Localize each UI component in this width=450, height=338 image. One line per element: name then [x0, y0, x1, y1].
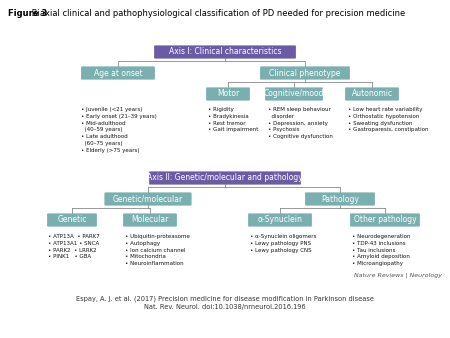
Text: Figure 3: Figure 3: [8, 9, 47, 18]
FancyBboxPatch shape: [345, 88, 399, 100]
Text: • ATP13A  • PARK7
• ATP13A1 • SNCA
• PARK2  • LRRK2
• PINK1   • GBA: • ATP13A • PARK7 • ATP13A1 • SNCA • PARK…: [48, 234, 100, 259]
Text: Age at onset: Age at onset: [94, 69, 142, 77]
Text: Autonomic: Autonomic: [351, 90, 392, 98]
Text: Axis I: Clinical characteristics: Axis I: Clinical characteristics: [169, 48, 281, 56]
Text: Clinical phenotype: Clinical phenotype: [269, 69, 341, 77]
Text: Biaxial clinical and pathophysiological classification of PD needed for precisio: Biaxial clinical and pathophysiological …: [8, 9, 405, 18]
FancyBboxPatch shape: [81, 67, 155, 79]
FancyBboxPatch shape: [105, 193, 191, 205]
Text: Motor: Motor: [217, 90, 239, 98]
Text: Genetic: Genetic: [57, 216, 87, 224]
FancyBboxPatch shape: [305, 193, 375, 205]
Text: Axis II: Genetic/molecular and pathology: Axis II: Genetic/molecular and pathology: [147, 173, 303, 183]
FancyBboxPatch shape: [260, 67, 350, 79]
FancyBboxPatch shape: [154, 46, 296, 58]
Text: Genetic/molecular: Genetic/molecular: [113, 194, 183, 203]
Text: Pathology: Pathology: [321, 194, 359, 203]
Text: • Low heart rate variability
• Orthostatic hypotension
• Sweating dysfunction
• : • Low heart rate variability • Orthostat…: [348, 107, 428, 132]
Text: Cognitive/mood: Cognitive/mood: [264, 90, 324, 98]
Text: Molecular: Molecular: [131, 216, 169, 224]
Text: • Juvenile (<21 years)
• Early onset (21–39 years)
• Mid-adulthood
  (40–59 year: • Juvenile (<21 years) • Early onset (21…: [81, 107, 157, 153]
Text: Nat. Rev. Neurol. doi:10.1038/nrneurol.2016.196: Nat. Rev. Neurol. doi:10.1038/nrneurol.2…: [144, 304, 306, 310]
FancyBboxPatch shape: [206, 88, 250, 100]
FancyBboxPatch shape: [248, 214, 312, 226]
Text: Other pathology: Other pathology: [354, 216, 416, 224]
FancyBboxPatch shape: [265, 88, 323, 100]
FancyBboxPatch shape: [149, 172, 301, 184]
Text: • REM sleep behaviour
  disorder
• Depression, anxiety
• Psychosis
• Cognitive d: • REM sleep behaviour disorder • Depress…: [268, 107, 333, 139]
Text: • Neurodegeneration
• TDP-43 inclusions
• Tau inclusions
• Amyloid deposition
• : • Neurodegeneration • TDP-43 inclusions …: [352, 234, 410, 266]
Text: α-Synuclein: α-Synuclein: [257, 216, 302, 224]
FancyBboxPatch shape: [123, 214, 177, 226]
Text: • Ubiquitin-proteasome
• Autophagy
• Ion calcium channel
• Mitochondria
• Neuroi: • Ubiquitin-proteasome • Autophagy • Ion…: [125, 234, 190, 266]
FancyBboxPatch shape: [350, 214, 420, 226]
Text: • α-Synuclein oligomers
• Lewy pathology PNS
• Lewy pathology CNS: • α-Synuclein oligomers • Lewy pathology…: [250, 234, 316, 252]
Text: Nature Reviews | Neurology: Nature Reviews | Neurology: [354, 272, 442, 277]
Text: Espay, A. J. et al. (2017) Precision medicine for disease modification in Parkin: Espay, A. J. et al. (2017) Precision med…: [76, 296, 374, 303]
FancyBboxPatch shape: [47, 214, 97, 226]
Text: • Rigidity
• Bradykinesia
• Rest tremor
• Gait impairment: • Rigidity • Bradykinesia • Rest tremor …: [208, 107, 258, 132]
